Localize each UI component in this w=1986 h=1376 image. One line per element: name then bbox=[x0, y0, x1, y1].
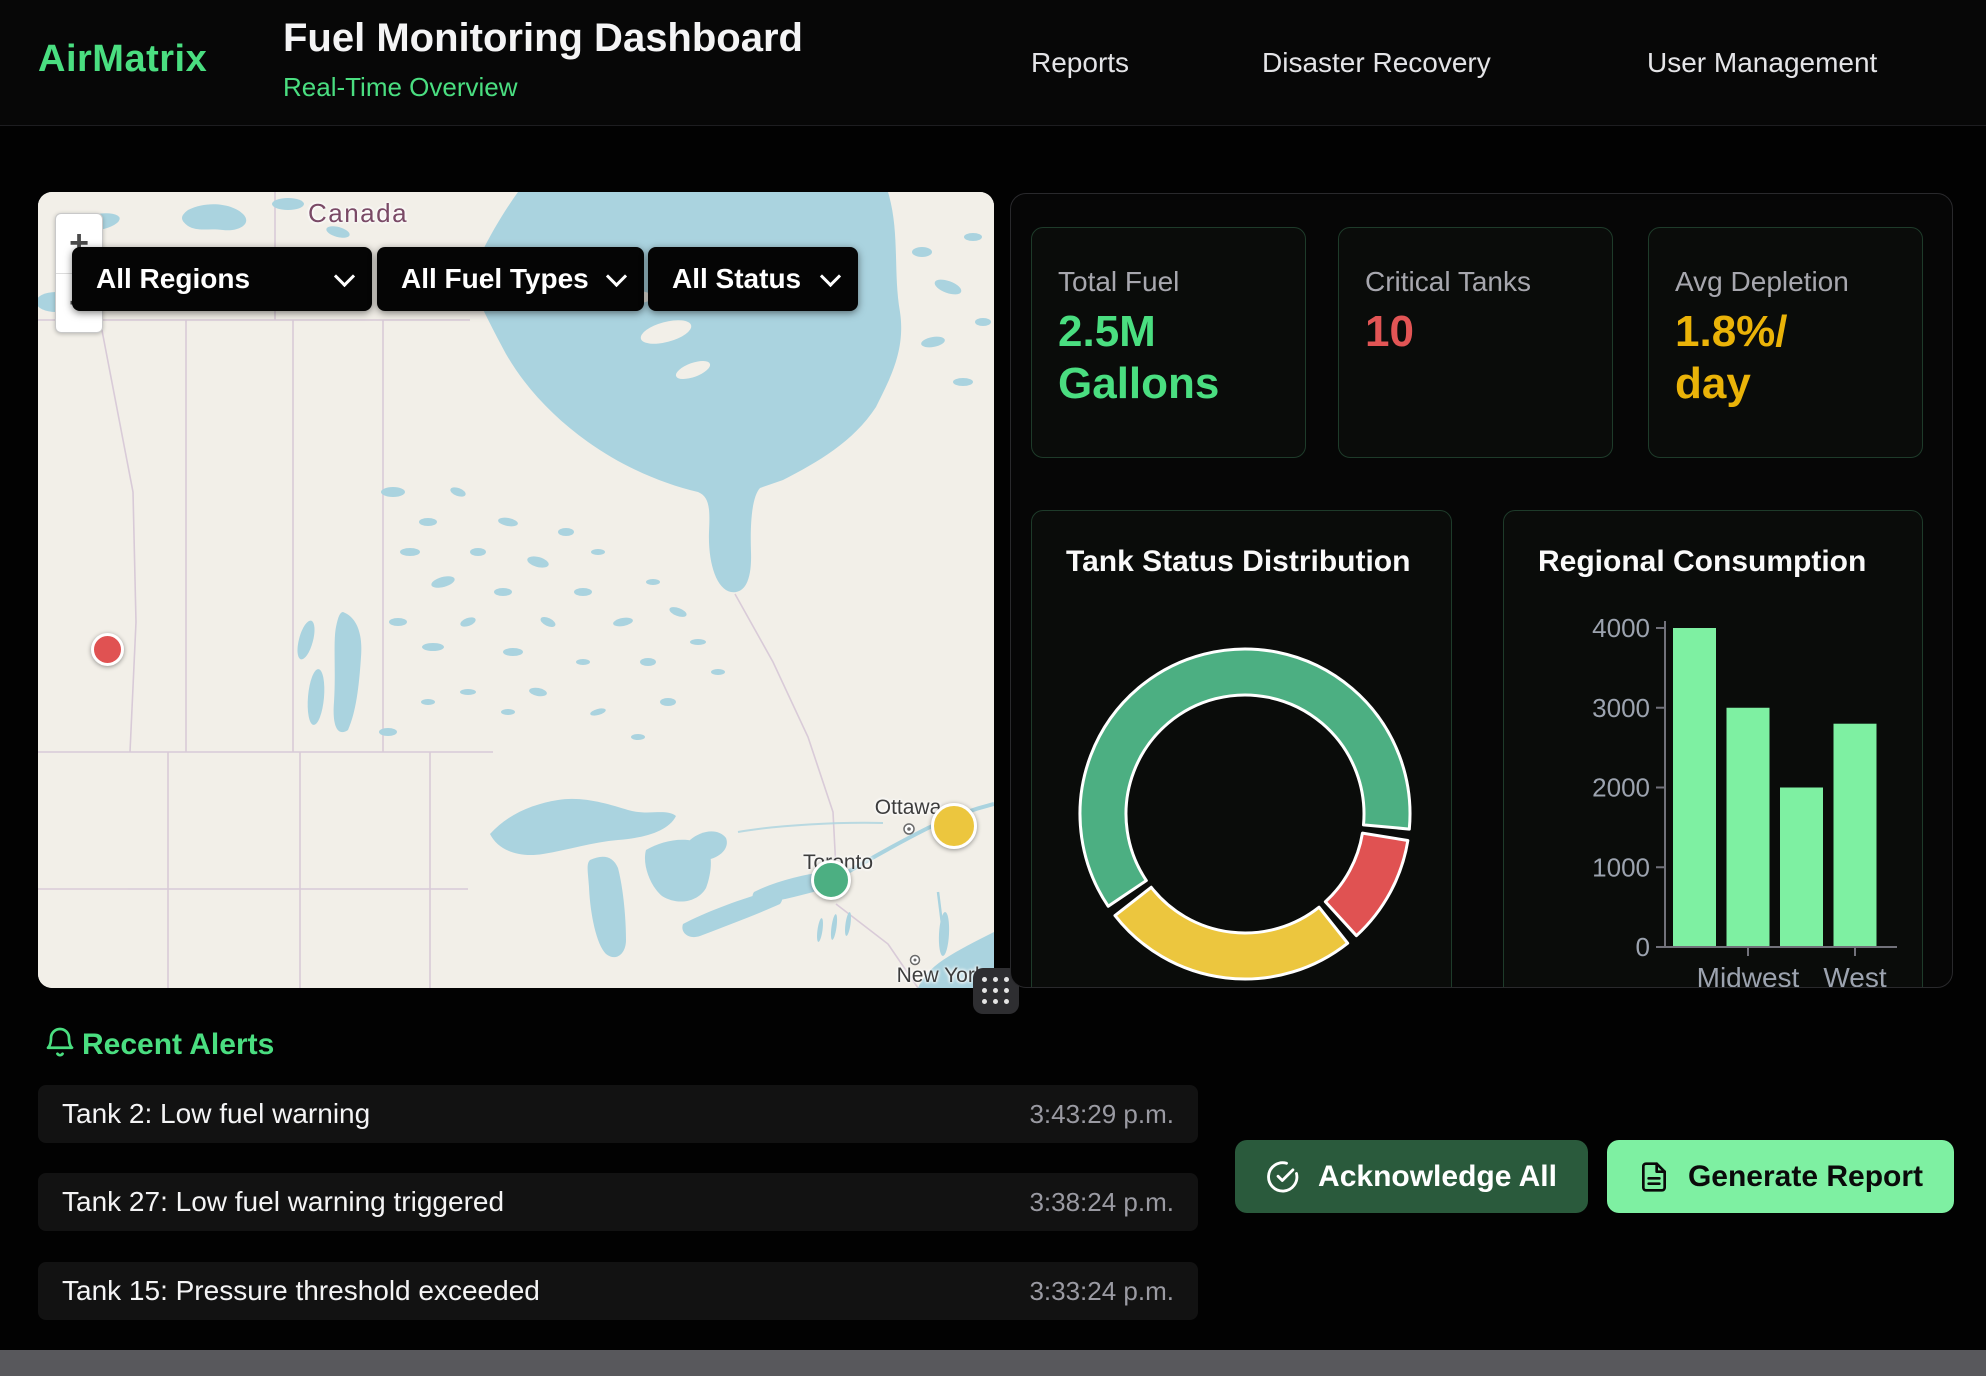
alert-row[interactable]: Tank 27: Low fuel warning triggered 3:38… bbox=[38, 1173, 1198, 1231]
fuel-type-filter-dropdown[interactable]: All Fuel Types bbox=[377, 247, 644, 311]
alert-text: Tank 27: Low fuel warning triggered bbox=[62, 1186, 504, 1218]
page-title: Fuel Monitoring Dashboard bbox=[283, 16, 803, 61]
generate-report-label: Generate Report bbox=[1688, 1160, 1923, 1194]
app-header: AirMatrix Fuel Monitoring Dashboard Real… bbox=[0, 0, 1986, 126]
alert-row[interactable]: Tank 2: Low fuel warning 3:43:29 p.m. bbox=[38, 1085, 1198, 1143]
acknowledge-all-button[interactable]: Acknowledge All bbox=[1235, 1140, 1588, 1213]
stat-card-critical-tanks: Critical Tanks 10 bbox=[1338, 227, 1613, 458]
acknowledge-all-label: Acknowledge All bbox=[1318, 1160, 1557, 1194]
nav-disaster-recovery[interactable]: Disaster Recovery bbox=[1262, 47, 1491, 79]
stat-value: 1.8%/ day bbox=[1675, 306, 1788, 410]
map-label-canada: Canada bbox=[298, 198, 418, 229]
stat-card-total-fuel: Total Fuel 2.5M Gallons bbox=[1031, 227, 1306, 458]
nav-reports[interactable]: Reports bbox=[1031, 47, 1129, 79]
svg-text:2000: 2000 bbox=[1592, 773, 1650, 803]
stat-label: Total Fuel bbox=[1058, 266, 1179, 298]
status-filter-value: All Status bbox=[672, 263, 801, 295]
dashboard-panel: Total Fuel 2.5M Gallons Critical Tanks 1… bbox=[1010, 193, 1953, 988]
svg-text:1000: 1000 bbox=[1592, 852, 1650, 882]
bottom-window-edge bbox=[0, 1350, 1986, 1376]
nav-user-management[interactable]: User Management bbox=[1647, 47, 1877, 79]
map[interactable]: Canada Ottawa Toronto New York + − All R… bbox=[38, 192, 994, 988]
alert-row[interactable]: Tank 15: Pressure threshold exceeded 3:3… bbox=[38, 1262, 1198, 1320]
tank-status-donut-chart bbox=[1032, 511, 1451, 988]
stat-value: 2.5M Gallons bbox=[1058, 306, 1219, 410]
tank-marker-warning[interactable] bbox=[931, 803, 977, 849]
chevron-down-icon bbox=[820, 265, 841, 286]
file-text-icon bbox=[1638, 1161, 1670, 1193]
region-filter-value: All Regions bbox=[96, 263, 250, 295]
stat-label: Avg Depletion bbox=[1675, 266, 1849, 298]
stat-label: Critical Tanks bbox=[1365, 266, 1531, 298]
fuel-type-filter-value: All Fuel Types bbox=[401, 263, 589, 295]
alert-time: 3:43:29 p.m. bbox=[1029, 1099, 1174, 1130]
svg-text:3000: 3000 bbox=[1592, 693, 1650, 723]
svg-text:Midwest: Midwest bbox=[1697, 962, 1800, 988]
tank-marker-critical[interactable] bbox=[91, 633, 124, 666]
tank-status-card: Tank Status Distribution bbox=[1031, 510, 1452, 988]
svg-text:0: 0 bbox=[1636, 932, 1650, 962]
alert-text: Tank 15: Pressure threshold exceeded bbox=[62, 1275, 540, 1307]
alert-time: 3:33:24 p.m. bbox=[1029, 1276, 1174, 1307]
fuel-monitoring-dashboard: AirMatrix Fuel Monitoring Dashboard Real… bbox=[0, 0, 1986, 1376]
chevron-down-icon bbox=[334, 265, 355, 286]
check-circle-icon bbox=[1266, 1160, 1300, 1194]
bell-icon bbox=[42, 1026, 78, 1062]
alert-text: Tank 2: Low fuel warning bbox=[62, 1098, 370, 1130]
stat-card-avg-depletion: Avg Depletion 1.8%/ day bbox=[1648, 227, 1923, 458]
regional-consumption-card: Regional Consumption 01000200030004000Mi… bbox=[1503, 510, 1923, 988]
region-filter-dropdown[interactable]: All Regions bbox=[72, 247, 372, 311]
tank-marker-normal[interactable] bbox=[811, 860, 851, 900]
generate-report-button[interactable]: Generate Report bbox=[1607, 1140, 1954, 1213]
status-filter-dropdown[interactable]: All Status bbox=[648, 247, 858, 311]
alert-time: 3:38:24 p.m. bbox=[1029, 1187, 1174, 1218]
svg-text:West: West bbox=[1823, 962, 1886, 988]
chevron-down-icon bbox=[606, 265, 627, 286]
page-subtitle: Real-Time Overview bbox=[283, 72, 518, 103]
brand-logo[interactable]: AirMatrix bbox=[38, 38, 207, 81]
alerts-heading: Recent Alerts bbox=[82, 1028, 274, 1062]
svg-text:4000: 4000 bbox=[1592, 613, 1650, 643]
regional-consumption-bar-chart: 0 1000 2000 3000 4000 Midwest West bbox=[1504, 511, 1922, 988]
stat-value: 10 bbox=[1365, 306, 1414, 358]
